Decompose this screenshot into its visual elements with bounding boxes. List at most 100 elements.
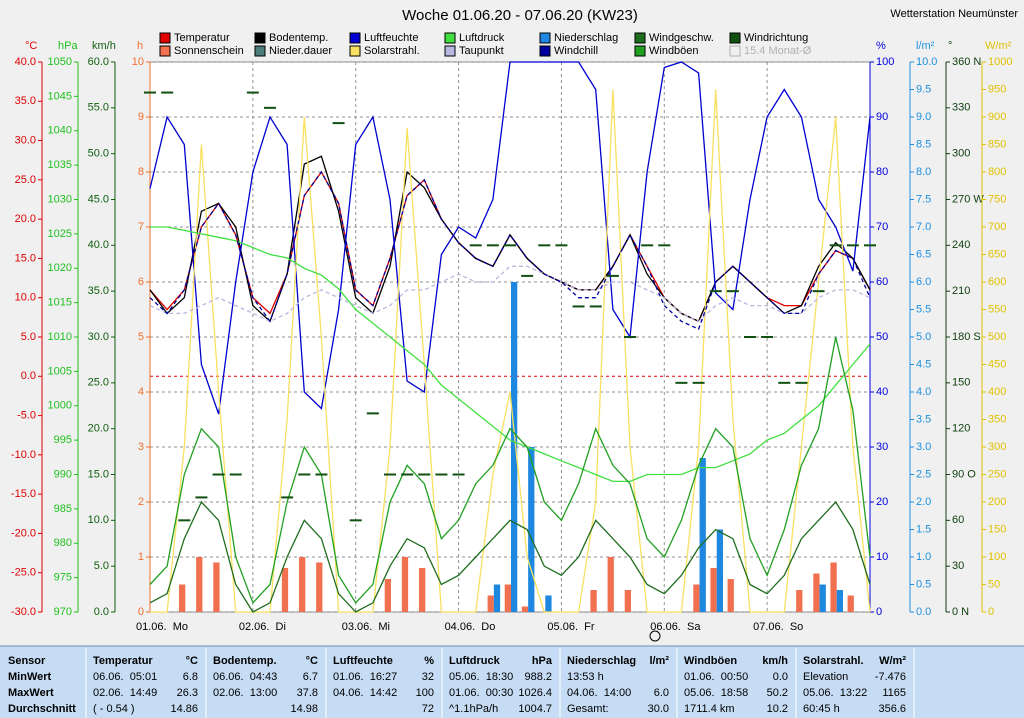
- tick-label: 4.0: [916, 386, 931, 398]
- table-unit: °C: [186, 655, 198, 667]
- wind-dir-dot: [246, 91, 259, 94]
- bar: [590, 590, 597, 612]
- legend-label[interactable]: Windchill: [554, 45, 598, 57]
- tick-label: 0 N: [952, 606, 969, 618]
- tick-label: 60: [952, 514, 964, 526]
- legend-label[interactable]: Windgeschw.: [649, 32, 714, 44]
- tick-label: 60: [876, 276, 888, 288]
- legend-swatch[interactable]: [539, 32, 551, 44]
- tick-label: 750: [988, 193, 1006, 205]
- wind-dir-dot: [846, 244, 859, 247]
- legend-swatch[interactable]: [634, 32, 646, 44]
- table-header: Solarstrahl.: [803, 655, 864, 667]
- tick-label: 6.0: [916, 276, 931, 288]
- bar: [830, 562, 837, 612]
- legend-label[interactable]: Solarstrahl.: [364, 45, 420, 57]
- legend-swatch[interactable]: [254, 32, 266, 44]
- tick-label: 55.0: [88, 102, 109, 114]
- table-value: 32: [422, 671, 434, 683]
- table-value: 1004.7: [518, 703, 552, 715]
- legend-swatch[interactable]: [349, 45, 361, 57]
- tick-label: 0: [988, 606, 994, 618]
- legend-swatch[interactable]: [159, 45, 171, 57]
- axis-unit: W/m²: [985, 40, 1012, 52]
- legend-label[interactable]: Taupunkt: [459, 45, 504, 57]
- series-line: [149, 170, 871, 330]
- legend-label[interactable]: Temperatur: [174, 32, 230, 44]
- legend-label[interactable]: Windböen: [649, 45, 699, 57]
- bar: [836, 590, 843, 612]
- tick-label: -30.0: [11, 606, 36, 618]
- legend-label[interactable]: Niederschlag: [554, 32, 618, 44]
- wind-dir-dot: [589, 305, 602, 308]
- table-value: 14.86: [170, 703, 198, 715]
- legend-swatch[interactable]: [254, 45, 266, 57]
- legend-label[interactable]: Sonnenschein: [174, 45, 244, 57]
- series-line: [149, 500, 871, 613]
- wind-dir-dot: [349, 519, 362, 522]
- bar: [727, 579, 734, 612]
- table-header: Luftfeuchte: [333, 655, 393, 667]
- marker-icon[interactable]: [649, 630, 661, 642]
- tick-label: 1040: [48, 125, 72, 137]
- legend-label[interactable]: Luftdruck: [459, 32, 505, 44]
- legend-label[interactable]: 15.4 Monat-Ø: [744, 45, 812, 57]
- legend-swatch[interactable]: [349, 32, 361, 44]
- legend-swatch[interactable]: [729, 45, 741, 57]
- legend-swatch[interactable]: [444, 32, 456, 44]
- tick-label: 5: [138, 331, 144, 343]
- tick-label: 0.0: [21, 370, 36, 382]
- tick-label: 330: [952, 102, 970, 114]
- tick-label: 400: [988, 386, 1006, 398]
- tick-label: 35.0: [88, 285, 109, 297]
- bar: [419, 568, 426, 612]
- legend-label[interactable]: Windrichtung: [744, 32, 808, 44]
- tick-label: 70: [876, 221, 888, 233]
- table-unit: hPa: [532, 655, 553, 667]
- bar: [819, 584, 826, 612]
- legend-label[interactable]: Luftfeuchte: [364, 32, 418, 44]
- tick-label: 1.5: [916, 523, 931, 535]
- tick-label: 20: [876, 496, 888, 508]
- legend-label[interactable]: Nieder.dauer: [269, 45, 332, 57]
- table-value: 14.98: [290, 703, 318, 715]
- table-cell: ^1.1hPa/h: [449, 703, 498, 715]
- table-header: Sensor: [8, 655, 46, 667]
- legend-label[interactable]: Bodentemp.: [269, 32, 328, 44]
- tick-label: 10.0: [916, 56, 937, 68]
- wind-dir-dot: [486, 244, 499, 247]
- table-cell: 02.06. 13:00: [213, 687, 277, 699]
- wind-dir-dot: [744, 336, 756, 338]
- tick-label: 3: [138, 441, 144, 453]
- tick-label: 1: [138, 551, 144, 563]
- tick-label: 650: [988, 248, 1006, 260]
- legend-swatch[interactable]: [634, 45, 646, 57]
- tick-label: 50.0: [88, 148, 109, 160]
- table-cell: 04.06. 14:42: [333, 687, 397, 699]
- table-header: Temperatur: [93, 655, 153, 667]
- tick-label: 9.0: [916, 111, 931, 123]
- bar: [521, 606, 529, 612]
- tick-label: 80: [876, 166, 888, 178]
- legend-swatch[interactable]: [159, 32, 171, 44]
- legend-swatch[interactable]: [444, 45, 456, 57]
- wind-dir-dot: [726, 290, 739, 293]
- table-unit: W/m²: [879, 655, 906, 667]
- axis-unit: hPa: [58, 40, 78, 52]
- legend-swatch[interactable]: [729, 32, 741, 44]
- tick-label: 1000: [988, 56, 1012, 68]
- bar: [511, 282, 518, 612]
- tick-label: 10: [132, 56, 144, 68]
- tick-label: 15.0: [15, 252, 36, 264]
- tick-label: 1025: [48, 228, 72, 240]
- tick-label: 1035: [48, 159, 72, 171]
- tick-label: 1045: [48, 90, 72, 102]
- x-tick-label: 01.06. Mo: [136, 621, 188, 633]
- legend-swatch[interactable]: [539, 45, 551, 57]
- table-cell: ( - 0.54 ): [93, 703, 135, 715]
- tick-label: 1050: [48, 56, 72, 68]
- bar: [196, 557, 203, 612]
- tick-label: 45.0: [88, 193, 109, 205]
- table-header: Windböen: [684, 655, 737, 667]
